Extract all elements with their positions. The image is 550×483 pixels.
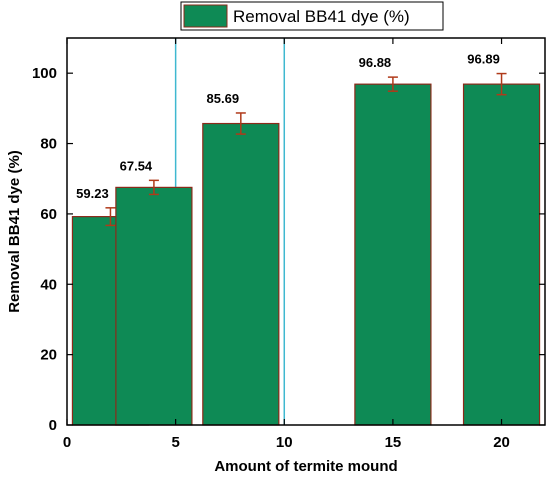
data-label-3: 96.88 xyxy=(359,55,392,70)
y-axis-title: Removal BB41 dye (%) xyxy=(6,150,23,313)
y-tick-label-1: 20 xyxy=(40,347,57,364)
plot-frame xyxy=(66,37,546,426)
bar-3 xyxy=(354,83,432,426)
x-axis-title: Amount of termite mound xyxy=(214,458,397,475)
data-label-0: 59.23 xyxy=(76,186,109,201)
bar-2 xyxy=(202,122,280,426)
legend-swatch xyxy=(183,4,228,28)
x-tick-label-4: 20 xyxy=(493,434,510,451)
y-tick-label-2: 40 xyxy=(40,276,57,293)
x-tick-label-3: 15 xyxy=(385,434,402,451)
data-label-4: 96.89 xyxy=(467,52,500,67)
y-tick-label-4: 80 xyxy=(40,136,57,153)
x-tick-label-1: 5 xyxy=(171,434,179,451)
y-tick-label-3: 60 xyxy=(40,206,57,223)
legend: Removal BB41 dye (%) xyxy=(180,1,444,31)
y-tick-label-5: 100 xyxy=(32,65,57,82)
x-tick-label-0: 0 xyxy=(63,434,71,451)
data-label-1: 67.54 xyxy=(120,158,153,173)
legend-label: Removal BB41 dye (%) xyxy=(233,7,410,26)
bar-1 xyxy=(115,186,193,426)
bar-4 xyxy=(462,83,541,426)
y-tick-label-0: 0 xyxy=(49,417,57,434)
plot-area: 59.23 67.54 85.69 96.88 96.89 0 20 40 60 80 100 0 5 1… xyxy=(32,37,546,451)
x-tick-label-2: 10 xyxy=(276,434,293,451)
data-label-2: 85.69 xyxy=(207,91,240,106)
